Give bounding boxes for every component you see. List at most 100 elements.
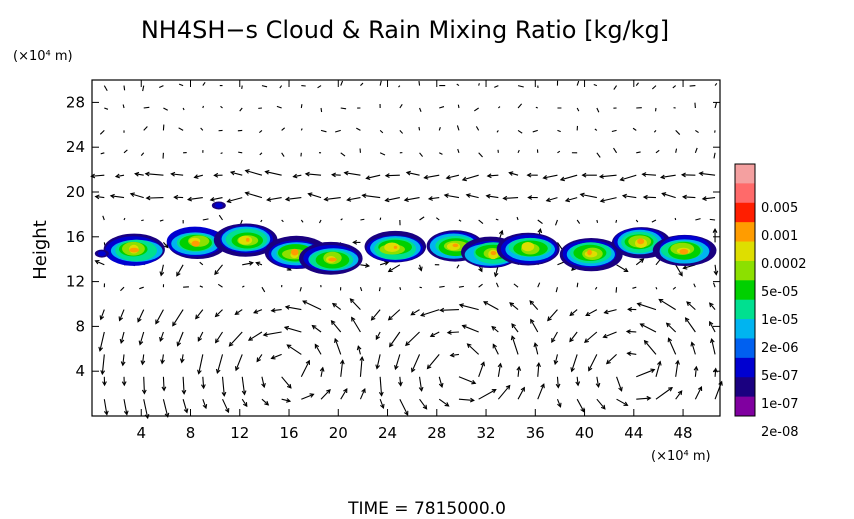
wind-vector [411,354,421,372]
cloud-blob [214,202,223,208]
cloud-field [94,201,717,275]
wind-vector-head [163,243,169,249]
colorbar: 0.005 0.001 0.0002 5e-05 1e-05 2e-06 5e-07 1e-0… [734,163,807,440]
wind-vector [320,389,331,400]
wind-vector [517,366,520,377]
colorbar-label: 0.005 [761,201,798,216]
wind-vector [672,286,677,290]
wind-vector-head [375,335,381,341]
wind-vector [406,171,420,176]
wind-vector-head [636,302,642,307]
wind-vector-head [427,196,433,201]
wind-vector [188,197,203,201]
wind-vector [576,282,579,288]
wind-vector [695,218,701,221]
wind-vector-head [618,386,623,392]
wind-vector-head [485,193,491,199]
wind-vector [137,309,145,322]
wind-vector-head [319,366,325,372]
wind-vector [103,85,108,92]
wind-vector [317,85,322,89]
wind-vector [143,399,149,419]
wind-vector-head [555,383,561,389]
wind-vector [371,309,381,321]
wind-vector [438,152,443,155]
wind-vector [712,282,716,288]
wind-vector-head [599,198,605,203]
wind-vector-head [244,191,250,196]
wind-vector-head [351,316,356,322]
x-tick-label: 36 [526,424,545,442]
wind-vector [576,80,580,86]
wind-vector-head [508,171,514,176]
wind-vector [241,285,245,288]
x-tick-label: 24 [378,424,397,442]
wind-vector [139,331,145,345]
wind-vector-head [183,408,189,414]
wind-vector-head [497,362,503,368]
wind-vector [284,326,302,333]
wind-vector-head [465,193,471,198]
wind-vector [714,264,717,275]
chart-title: NH4SH−s Cloud & Rain Mixing Ratio [kg/kg… [141,16,669,44]
wind-vector [457,104,460,109]
colorbar-label: 5e-07 [761,369,799,384]
wind-vector-head [186,196,193,202]
wind-vector [340,152,346,157]
wind-vector-head [536,362,541,368]
wind-vector [155,309,164,324]
wind-vector-head [144,171,150,177]
wind-vector [119,309,125,321]
wind-vector [615,219,618,223]
wind-vector [714,102,718,109]
wind-vector [675,360,679,377]
wind-vector [229,331,243,347]
wind-vector [259,152,263,156]
wind-vector-head [234,310,240,316]
wind-vector [655,361,661,377]
wind-vector-head [682,265,688,270]
wind-vector-head [643,339,649,345]
wind-vector [305,173,322,176]
wind-vector-head [621,193,627,199]
wind-vector-head [627,307,633,312]
wind-vector-head [429,332,435,338]
wind-vector [492,344,499,355]
wind-vector-head [138,340,144,346]
wind-vector [235,354,243,371]
wind-vector [585,309,598,316]
wind-vector-head [394,365,399,371]
wind-vector [511,336,519,355]
wind-vector [163,107,168,111]
wind-vector [362,194,381,199]
wind-vector-head [384,197,390,203]
wind-vector [379,129,384,134]
wind-vector [430,331,440,337]
wind-vector-head [307,192,313,197]
wind-vector [658,298,676,311]
wind-vector-head [176,271,181,277]
wind-vector-head [509,302,515,307]
time-label: TIME = 7815000.0 [347,499,506,519]
wind-vector-head [170,171,176,177]
wind-vector-head [557,402,562,408]
wind-vector [220,152,223,155]
wind-vector [709,321,716,333]
colorbar-label: 1e-05 [761,313,799,328]
wind-vector [666,322,677,333]
wind-vector [709,218,716,221]
wind-vector-head [505,384,511,390]
wind-vector-head [253,309,259,314]
colorbar-label: 5e-05 [761,285,799,300]
wind-vector-head [603,309,609,315]
wind-vector-head [527,195,533,200]
wind-vector-head [697,385,703,392]
wind-vector-head [304,171,310,177]
wind-vector [691,342,696,355]
wind-vector [366,174,381,179]
wind-vector-head [283,325,289,331]
wind-vector [300,128,303,131]
wind-vector [419,107,422,112]
wind-vector [285,197,302,201]
wind-vector [258,129,263,134]
